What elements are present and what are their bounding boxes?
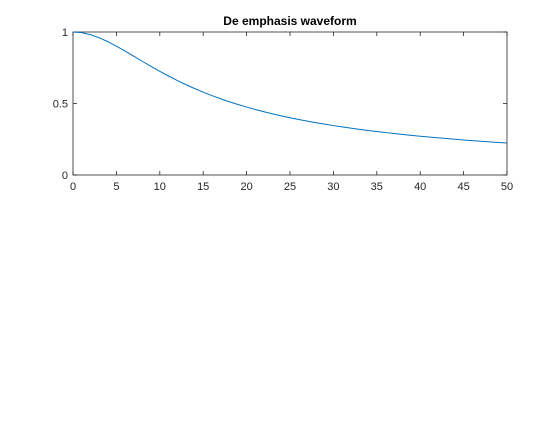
x-tick-label: 50 [501,181,513,193]
x-tick-label: 35 [371,181,383,193]
x-tick-label: 15 [197,181,209,193]
x-tick-label: 10 [154,181,166,193]
x-tick-label: 40 [414,181,426,193]
x-tick-label: 5 [113,181,119,193]
axes-box [73,32,507,175]
y-tick-label: 1 [62,27,68,39]
chart-title: De emphasis waveform [223,14,356,28]
x-tick-label: 45 [457,181,469,193]
x-tick-label: 20 [240,181,252,193]
x-tick-label: 30 [327,181,339,193]
y-tick-label: 0 [62,170,68,182]
x-tick-label: 0 [70,181,76,193]
plot-area: 0 5 10 15 20 25 30 35 40 45 50 0 0.5 1 [53,27,513,193]
x-tick-label: 25 [284,181,296,193]
y-tick-label: 0.5 [53,99,68,111]
